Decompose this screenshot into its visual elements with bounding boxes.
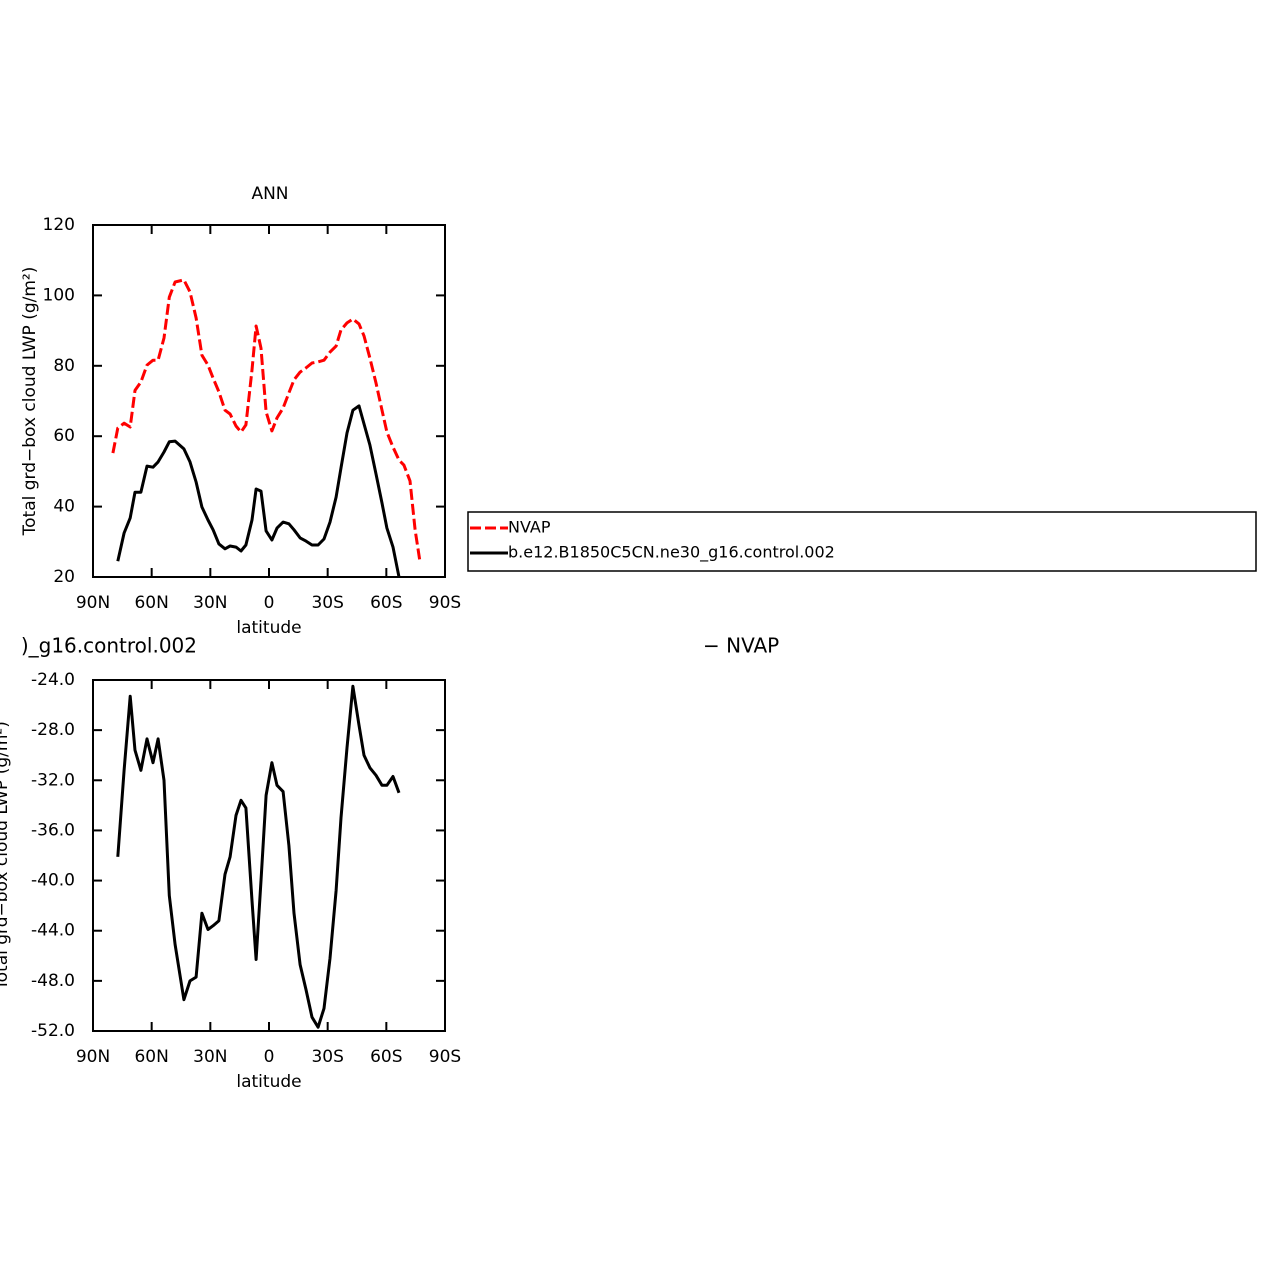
- series-line: [111, 278, 422, 563]
- y-tick-label: 100: [43, 285, 75, 305]
- x-tick-label: 90N: [76, 1047, 110, 1067]
- y-tick-label: 80: [53, 356, 75, 376]
- y-tick-label: 60: [53, 426, 75, 446]
- chart-title: − NVAP: [703, 634, 779, 658]
- x-tick-label: 60S: [370, 593, 402, 613]
- y-tick-label: -52.0: [31, 1021, 75, 1041]
- y-tick-label: -44.0: [31, 921, 75, 941]
- x-tick-label: 0: [264, 1047, 275, 1067]
- x-tick-label: 30S: [311, 593, 343, 613]
- y-tick-label: 40: [53, 497, 75, 517]
- x-tick-label: 60N: [134, 1047, 168, 1067]
- y-tick-label: -48.0: [31, 971, 75, 991]
- x-axis-label: latitude: [236, 618, 301, 638]
- y-tick-label: -28.0: [31, 720, 75, 740]
- y-tick-label: -32.0: [31, 770, 75, 790]
- legend-label: b.e12.B1850C5CN.ne30_g16.control.002: [508, 543, 835, 563]
- y-axis-label: Total grd−box cloud LWP (g/m²): [20, 267, 40, 537]
- y-tick-label: 20: [53, 567, 75, 587]
- y-axis-label: Total grd−box cloud LWP (g/m²): [0, 721, 12, 991]
- x-tick-label: 30N: [193, 1047, 227, 1067]
- x-tick-label: 0: [264, 593, 275, 613]
- chart-title: )_g16.control.002: [21, 634, 197, 658]
- x-tick-label: 90N: [76, 593, 110, 613]
- chart-title: ANN: [251, 184, 288, 204]
- legend-label: NVAP: [508, 518, 551, 537]
- x-tick-label: 30N: [193, 593, 227, 613]
- x-tick-label: 90S: [429, 593, 461, 613]
- y-tick-label: -40.0: [31, 871, 75, 891]
- x-tick-label: 60N: [134, 593, 168, 613]
- y-tick-label: 120: [43, 215, 75, 235]
- legend-box: [467, 511, 1257, 572]
- x-tick-label: 90S: [429, 1047, 461, 1067]
- y-tick-label: -24.0: [31, 670, 75, 690]
- x-tick-label: 60S: [370, 1047, 402, 1067]
- x-tick-label: 30S: [311, 1047, 343, 1067]
- y-tick-label: -36.0: [31, 820, 75, 840]
- x-axis-label: latitude: [236, 1072, 301, 1092]
- series-line: [116, 684, 401, 1029]
- series-line: [116, 404, 401, 578]
